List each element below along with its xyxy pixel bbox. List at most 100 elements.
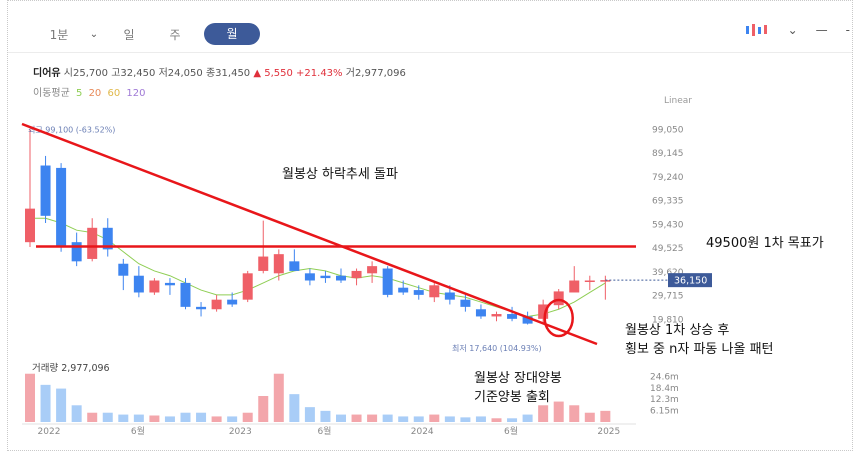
x-tick-label: 2023 <box>229 427 252 437</box>
volume-bar <box>553 401 564 422</box>
candle-body <box>71 242 82 262</box>
candle-body <box>273 254 284 274</box>
volume-bar <box>475 416 486 422</box>
volume-bar <box>71 405 82 422</box>
y-tick-label: 29,715 <box>652 292 684 302</box>
volume-bar <box>227 416 238 422</box>
volume-bar <box>398 416 409 422</box>
volume-bar <box>320 410 331 422</box>
x-tick-label: 2024 <box>411 427 434 437</box>
candle-body <box>56 167 67 247</box>
chevron-down-icon[interactable]: ⌄ <box>89 28 99 40</box>
x-tick-label: 2025 <box>597 427 620 437</box>
candlestick-icon[interactable] <box>744 22 770 38</box>
volume-bar <box>87 412 98 422</box>
x-tick-label: 2022 <box>38 427 61 437</box>
candle-body <box>227 299 238 305</box>
y-tick-label: 99,050 <box>652 125 684 135</box>
last-price-tag <box>668 273 712 288</box>
annotation-volume-line2: 기준양봉 출회 <box>474 390 550 405</box>
volume-bar <box>242 412 253 422</box>
volume-bar <box>56 388 67 422</box>
candle-body <box>258 256 269 271</box>
candle-body <box>351 270 362 279</box>
last-price-label: 36,150 <box>674 276 707 287</box>
volume-bar <box>164 416 175 422</box>
volume-bar <box>413 416 424 422</box>
candle-body <box>336 275 346 281</box>
tab-week[interactable]: 주 <box>169 27 181 42</box>
volume-bar <box>336 414 346 422</box>
high-value: 32,450 <box>120 68 156 79</box>
candle-body <box>211 299 222 310</box>
candle-body <box>164 282 175 286</box>
candle-body <box>382 268 393 295</box>
volume-bar <box>180 412 191 422</box>
volume-legend: 거래량 2,977,096 <box>32 362 110 374</box>
candle-body <box>196 306 207 310</box>
volume-value: 2,977,096 <box>354 68 406 79</box>
volume-tick-label: 12.3m <box>650 395 679 405</box>
y-tick-label: 69,335 <box>652 197 684 207</box>
moving-average-legend[interactable]: 이동평균 5 20 60 120 <box>33 84 149 99</box>
low-label: 저 <box>158 68 168 79</box>
candle-body <box>413 290 424 295</box>
chevron-down-icon[interactable]: ⌄ <box>787 23 798 37</box>
volume-bar <box>444 416 455 422</box>
line-style-button[interactable]: — <box>815 23 828 37</box>
ma-5: 5 <box>76 88 83 99</box>
y-tick-label: 19,810 <box>652 315 684 325</box>
volume-bar <box>522 414 533 422</box>
volume-tick-label: 24.6m <box>650 372 679 382</box>
volume-bar <box>460 417 471 422</box>
high-label: 고 <box>111 68 121 79</box>
price-summary: 디어유 시25,700 고32,450 저24,050 종31,450 ▲ 5,… <box>33 64 406 79</box>
low-value: 24,050 <box>167 68 203 79</box>
volume-tick-label: 18.4m <box>650 384 679 394</box>
volume-bar <box>289 394 300 422</box>
candle-body <box>133 275 144 293</box>
y-tick-label: 79,240 <box>652 173 684 183</box>
tab-day[interactable]: 일 <box>123 27 135 42</box>
timeframe-tabs: 1분 ⌄ 일 주 월 <box>36 22 260 46</box>
candle-body <box>25 208 35 243</box>
candle-body <box>553 291 564 306</box>
candle-body <box>40 165 51 216</box>
volume-bar <box>367 414 378 422</box>
volume-bar <box>258 396 269 422</box>
volume-tick-label: 6.15m <box>650 407 679 417</box>
candle-body <box>320 275 331 279</box>
y-tick-label: 89,145 <box>652 149 684 159</box>
ma5-line <box>30 217 606 317</box>
annotation-pattern-line1: 월봉상 1차 상승 후 <box>625 323 730 338</box>
x-tick-label: 6월 <box>504 425 518 437</box>
tab-month[interactable]: 월 <box>204 23 260 45</box>
volume-bar <box>304 407 315 422</box>
close-label: 종 <box>205 68 216 79</box>
candle-body <box>475 309 486 317</box>
scale-label[interactable]: Linear <box>664 96 692 106</box>
volume-bar <box>40 384 51 422</box>
volume-label: 거 <box>345 68 355 79</box>
more-button[interactable]: - <box>845 23 850 37</box>
volume-bar <box>507 418 518 422</box>
candle-body <box>600 280 611 282</box>
volume-bar <box>102 412 113 422</box>
volume-bar <box>491 418 502 422</box>
candle-body <box>149 280 160 293</box>
downtrend-line <box>21 122 598 346</box>
volume-bar <box>382 414 393 422</box>
volume-bar <box>569 405 580 422</box>
candle-body <box>522 316 533 324</box>
y-tick-label: 59,430 <box>652 220 684 230</box>
tab-1min[interactable]: 1분 <box>49 27 69 42</box>
annotation-target: 49500원 1차 목표가 <box>706 236 824 251</box>
candle-body <box>118 263 129 276</box>
volume-bar <box>211 416 222 422</box>
candle-body <box>304 273 315 281</box>
ma-120: 120 <box>126 88 146 99</box>
volume-bar <box>133 414 144 422</box>
candle-body <box>444 292 455 300</box>
volume-bar <box>118 414 129 422</box>
